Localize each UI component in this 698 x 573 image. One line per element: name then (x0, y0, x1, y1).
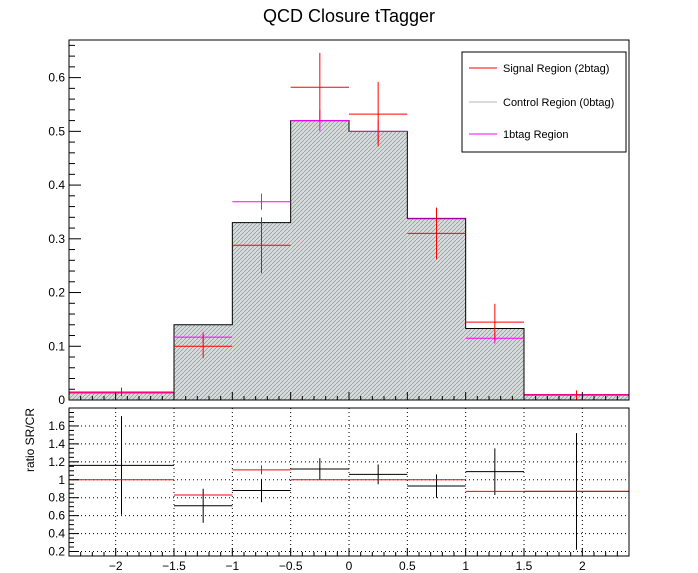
control-region-bar (349, 131, 408, 401)
ratio-ytick-label: 1.6 (48, 419, 65, 433)
1btag-point (232, 193, 291, 210)
legend-entry-signal: Signal Region (2btag) (469, 63, 609, 75)
main-ytick-label: 0.4 (48, 178, 65, 192)
main-ytick-label: 0.1 (48, 339, 65, 353)
main-plot: 0 0.1 0.2 0.3 0.4 0.5 0.6 (48, 39, 630, 407)
signal-point (465, 303, 524, 341)
legend: Signal Region (2btag) Control Region (0b… (461, 51, 627, 153)
ratio-1btag-point (407, 474, 466, 498)
signal-point (69, 387, 174, 397)
ratio-xtick-label: −1.5 (162, 559, 186, 573)
main-ytick-label: 0.2 (48, 286, 65, 300)
legend-entry-1btag: 1btag Region (469, 129, 568, 141)
ratio-xtick-label: 1 (462, 559, 469, 573)
ratio-xtick-label: −2 (109, 559, 123, 573)
signal-point (407, 207, 466, 260)
ratio-1btag-point (290, 458, 349, 480)
ratio-ytick-label: 0.4 (48, 527, 65, 541)
ratio-xtick-label: −1 (225, 559, 239, 573)
ratio-1btag-point (232, 478, 291, 503)
ratio-xtick-label: 0 (346, 559, 353, 573)
ratio-ytick-label: 0.2 (48, 545, 65, 559)
main-ytick-label: 0 (58, 393, 65, 407)
ratio-ytick-label: 0.8 (48, 491, 65, 505)
ratio-ytick-label: 1.4 (48, 437, 65, 451)
ratio-xtick-label: 2 (579, 559, 586, 573)
ratio-plot: 0.2 0.4 0.6 0.8 1 1.2 1.4 1.6 −2 −1.5 −1 −0.5 0 0.5 1 1… (48, 407, 630, 573)
main-ytick-label: 0.6 (48, 71, 65, 85)
legend-signal-label: Signal Region (2btag) (503, 63, 609, 75)
control-region-outline (68, 120, 630, 400)
signal-point (232, 217, 291, 274)
chart-title: QCD Closure tTagger (263, 6, 435, 26)
legend-entry-control: Control Region (0btag) (469, 97, 614, 109)
ratio-1btag-point (174, 488, 233, 523)
ratio-ylabel: ratio SR/CR (23, 408, 37, 472)
signal-point (174, 334, 233, 359)
ratio-ytick-label: 1 (58, 473, 65, 487)
ratio-1btag-point (69, 416, 174, 515)
legend-1btag-label: 1btag Region (503, 129, 568, 141)
signal-point (290, 52, 349, 122)
ratio-1btag-point (465, 448, 524, 496)
control-region-bar (69, 393, 174, 400)
ratio-signal-point (232, 465, 291, 475)
signal-point (524, 390, 629, 400)
control-region-bar (290, 120, 349, 400)
ratio-xtick-label: 1.5 (516, 559, 533, 573)
signal-point (349, 81, 408, 147)
main-ytick-label: 0.3 (48, 232, 65, 246)
ratio-ytick-label: 0.6 (48, 509, 65, 523)
ratio-ytick-label: 1.2 (48, 455, 65, 469)
ratio-xtick-label: 0.5 (399, 559, 416, 573)
main-ytick-label: 0.5 (48, 124, 65, 138)
legend-control-label: Control Region (0btag) (503, 97, 614, 109)
ratio-xtick-label: −0.5 (279, 559, 303, 573)
ratio-1btag-point (349, 464, 408, 485)
